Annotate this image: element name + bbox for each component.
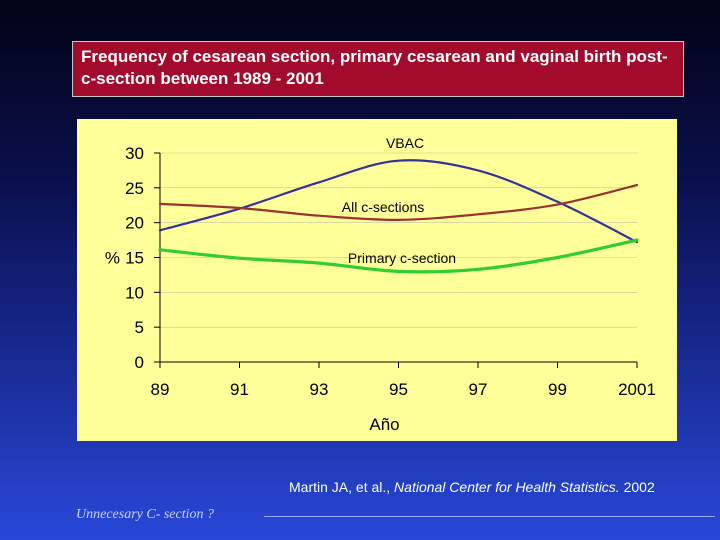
footer-question: Unnecesary C- section ? [76, 507, 215, 522]
footer-divider [264, 516, 715, 517]
x-axis-title: Año [369, 415, 399, 434]
x-tick-label-91: 91 [230, 380, 249, 399]
source-journal: National Center for Health Statistics. [394, 479, 620, 495]
y-tick-label-20: 20 [125, 214, 144, 233]
series-label-all-csections: All c-sections [342, 199, 424, 215]
series-label-primary-csection: Primary c-section [348, 250, 456, 266]
slide-title: Frequency of cesarean section, primary c… [72, 41, 684, 97]
x-tick-label-99: 99 [548, 380, 567, 399]
series-line-primary-csection [158, 238, 639, 274]
y-tick-label-0: 0 [135, 353, 144, 372]
x-tick-label-93: 93 [310, 380, 329, 399]
y-tick-label-5: 5 [135, 318, 144, 337]
chart-panel: 0 5 10 15 20 25 30% 89 91 93 95 97 99 2001 Año VBAC All … [77, 119, 677, 441]
source-citation: Martin JA, et al., National Center for H… [289, 479, 655, 495]
y-axis-label: % [105, 249, 120, 268]
x-tick-label-97: 97 [469, 380, 488, 399]
chart-labels: 0 5 10 15 20 25 30% 89 91 93 95 97 99 2001 Año VBAC All … [105, 135, 656, 434]
series-line-all-csections [158, 183, 639, 222]
y-tick-label-15: 15 [125, 249, 144, 268]
series-lines [158, 159, 639, 274]
y-tick-label-25: 25 [125, 179, 144, 198]
x-tick-label-95: 95 [389, 380, 408, 399]
axes [154, 152, 638, 368]
x-tick-label-89: 89 [151, 380, 170, 399]
grid-lines [160, 152, 637, 328]
line-chart: 0 5 10 15 20 25 30% 89 91 93 95 97 99 2001 Año VBAC All … [105, 135, 656, 434]
source-year: 2002 [623, 479, 655, 495]
source-authors: Martin JA, et al., [289, 479, 391, 495]
y-tick-label-30: 30 [125, 144, 144, 163]
series-label-vbac: VBAC [386, 135, 424, 151]
x-tick-label-2001: 2001 [618, 380, 656, 399]
y-tick-label-10: 10 [125, 283, 144, 302]
